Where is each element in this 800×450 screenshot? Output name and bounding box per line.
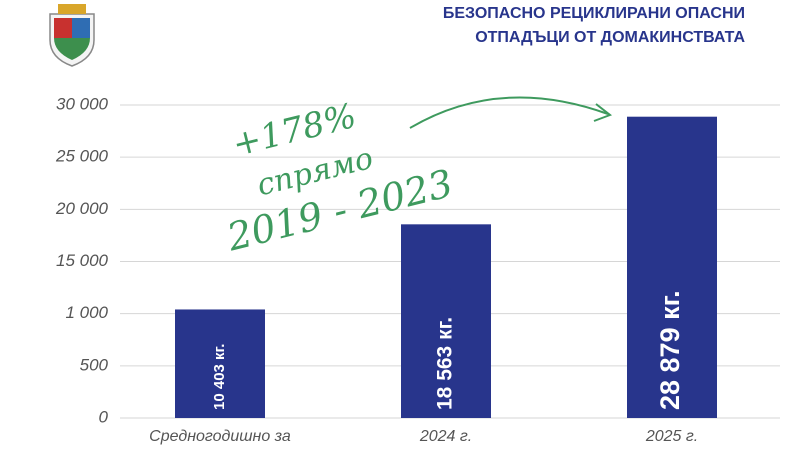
y-tick-label: 25 000 — [55, 147, 109, 166]
y-tick-label: 1 000 — [65, 303, 108, 322]
bar — [401, 224, 491, 418]
y-tick-label: 500 — [80, 355, 109, 374]
value-label: 10 403 кг. — [211, 344, 228, 410]
y-tick-label: 30 000 — [56, 94, 109, 113]
bar — [627, 116, 717, 418]
x-tick-label: 2025 г. — [645, 428, 698, 445]
y-tick-label: 15 000 — [56, 251, 109, 270]
logo — [49, 4, 95, 67]
y-tick-label: 20 000 — [55, 199, 109, 218]
bar — [175, 309, 265, 418]
x-tick-label: 2024 г. — [419, 428, 472, 445]
bars: Средногодишно за 10 403 кг. 2024 г. 18 563 … — [149, 116, 717, 445]
x-tick-label: Средногодишно за — [149, 428, 291, 445]
chart-title: ОТПАДЪЦИ ОТ ДОМАКИНСТВАТА — [475, 29, 745, 46]
arrow — [409, 96, 609, 129]
value-label: 18 563 кг. — [434, 317, 457, 410]
arrow-head — [593, 103, 613, 122]
value-label: 28 879 кг. — [655, 290, 685, 410]
y-tick-label: 0 — [99, 407, 109, 426]
chart-title: БЕЗОПАСНО РЕЦИКЛИРАНИ ОПАСНИ — [443, 5, 745, 22]
